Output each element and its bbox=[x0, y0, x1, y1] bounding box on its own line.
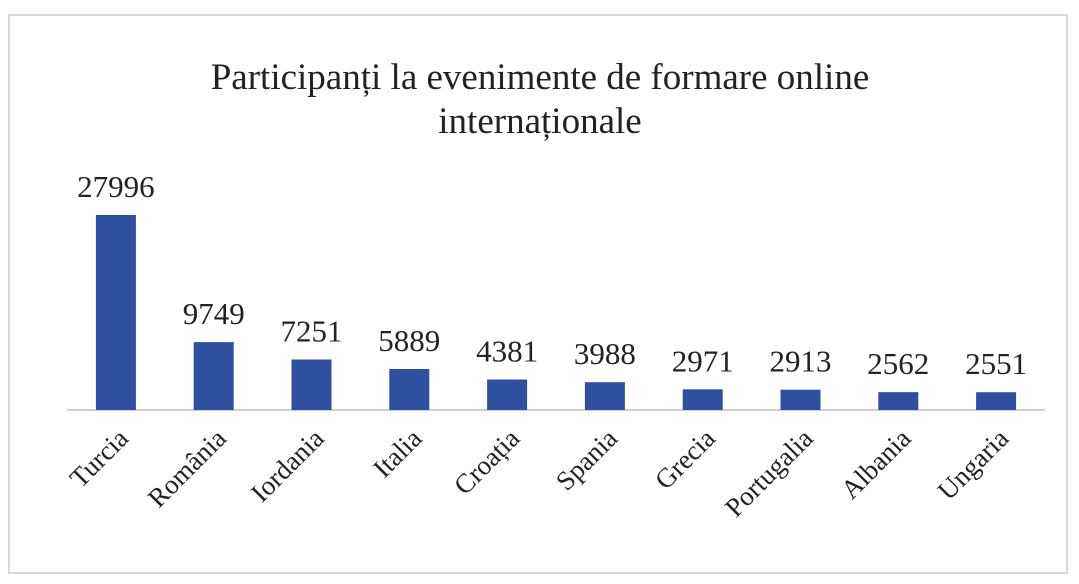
data-label: 3988 bbox=[574, 336, 636, 371]
bar bbox=[487, 379, 528, 410]
x-tick-label: Albania bbox=[835, 423, 917, 505]
data-label: 2551 bbox=[965, 346, 1027, 381]
x-tick-label: România bbox=[142, 423, 232, 513]
bar bbox=[95, 215, 136, 410]
bar bbox=[389, 368, 430, 410]
data-label: 27996 bbox=[77, 169, 155, 204]
data-label: 5889 bbox=[378, 323, 440, 358]
data-label: 2913 bbox=[770, 344, 832, 379]
bar bbox=[780, 389, 821, 410]
bar bbox=[878, 392, 919, 410]
x-tick-label: Portugalia bbox=[719, 423, 819, 523]
chart-border bbox=[8, 14, 1068, 574]
chart-title: Participanți la evenimente de formare on… bbox=[210, 57, 870, 142]
data-label: 4381 bbox=[476, 333, 538, 368]
data-label: 2562 bbox=[867, 346, 929, 381]
data-label: 9749 bbox=[183, 296, 245, 331]
x-tick-label: Iordania bbox=[245, 423, 330, 508]
data-label: 7251 bbox=[281, 313, 343, 348]
data-label: 2971 bbox=[672, 343, 734, 378]
bar bbox=[193, 342, 234, 410]
bar bbox=[584, 382, 625, 410]
x-tick-label: Grecia bbox=[649, 423, 721, 495]
x-tick-label: Turcia bbox=[64, 423, 134, 493]
bar bbox=[682, 389, 723, 410]
x-tick-label: Italia bbox=[367, 423, 427, 483]
x-tick-label: Ungaria bbox=[932, 423, 1015, 506]
x-tick-label: Spania bbox=[550, 423, 623, 496]
bar bbox=[976, 392, 1017, 410]
bar bbox=[291, 359, 332, 410]
x-tick-label: Croația bbox=[448, 423, 525, 500]
